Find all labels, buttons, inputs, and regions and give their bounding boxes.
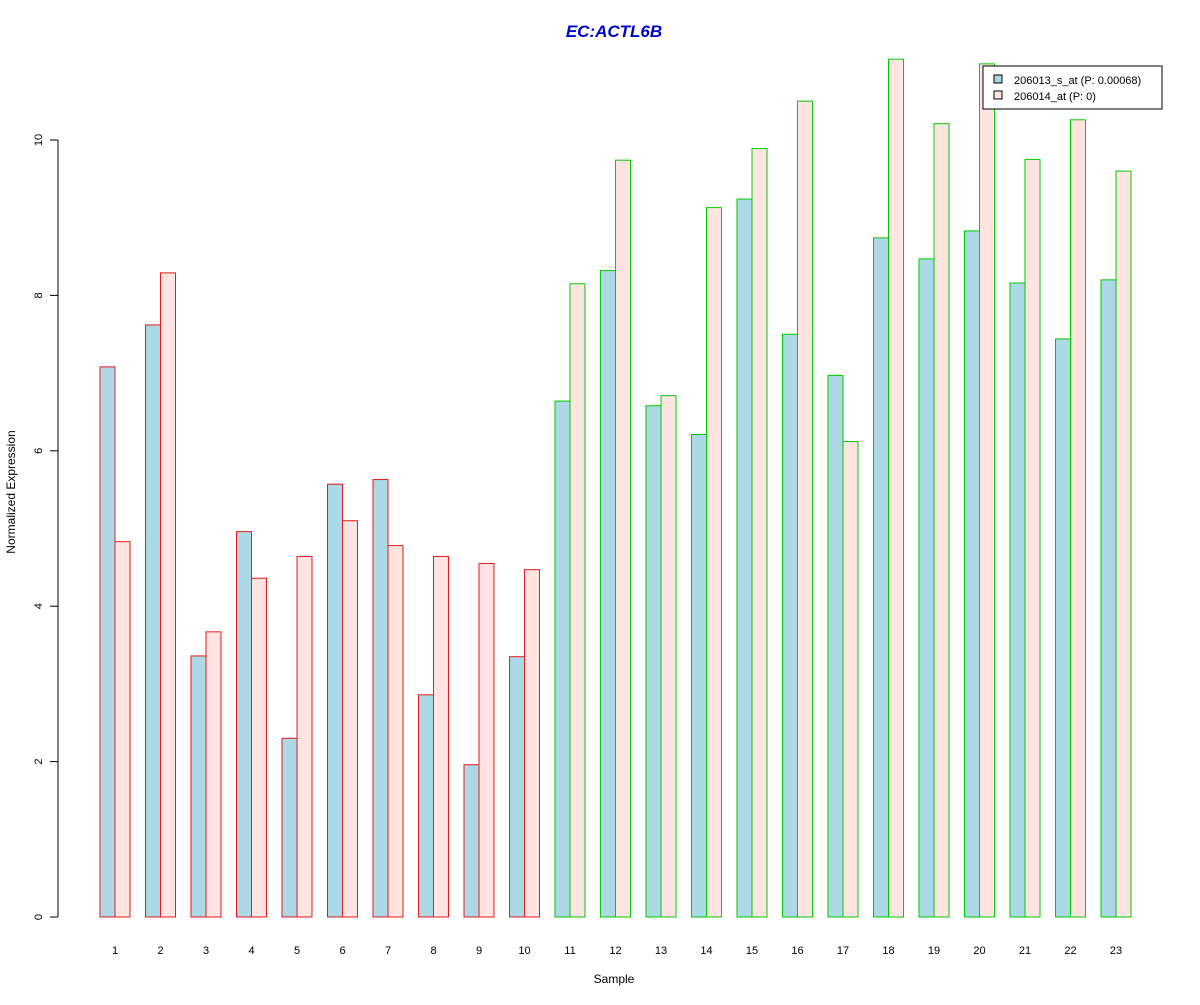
bar-sample-19-series-2	[933, 123, 950, 918]
bar-sample-16-series-1	[782, 333, 798, 918]
bar-sample-13-series-2	[660, 395, 677, 918]
bar-sample-2-series-2	[160, 272, 176, 918]
bar-sample-5-series-1	[281, 737, 298, 918]
bar-sample-4-series-1	[236, 531, 252, 918]
x-tick-label-18: 18	[882, 945, 894, 957]
bar-sample-10-series-2	[524, 569, 540, 918]
x-tick-label-15: 15	[746, 945, 758, 957]
bar-sample-17-series-1	[827, 374, 844, 918]
legend-box	[982, 65, 1163, 110]
bar-sample-23-series-1	[1100, 279, 1117, 918]
bar-sample-20-series-2	[979, 63, 995, 918]
bar-sample-7-series-2	[387, 545, 404, 918]
bar-sample-19-series-1	[918, 258, 935, 918]
x-tick-label-23: 23	[1110, 945, 1122, 957]
bar-sample-10-series-1	[509, 656, 525, 918]
bar-sample-7-series-1	[372, 479, 389, 918]
x-tick-label-19: 19	[928, 945, 940, 957]
x-tick-label-9: 9	[476, 945, 482, 957]
bar-sample-11-series-1	[554, 400, 571, 918]
bar-sample-22-series-2	[1070, 119, 1086, 918]
bar-sample-15-series-1	[736, 198, 753, 918]
bar-sample-12-series-1	[600, 270, 616, 918]
x-tick-labels: 1 2 3 4 5 6 7 8 9 10 11 12 13 14 15 16 17 18 19 20 21 22 23	[112, 945, 1122, 957]
x-tick-label-12: 12	[609, 945, 621, 957]
legend-label-series-1: 206013_s_at (P: 0.00068)	[1014, 75, 1141, 87]
legend-label-series-2: 206014_at (P: 0)	[1014, 91, 1096, 103]
x-tick-label-20: 20	[973, 945, 985, 957]
bars	[99, 58, 1132, 918]
bar-sample-9-series-2	[478, 562, 495, 918]
x-tick-label-2: 2	[157, 945, 163, 957]
x-tick-label-13: 13	[655, 945, 667, 957]
bar-sample-3-series-1	[190, 655, 207, 918]
bar-sample-11-series-2	[569, 283, 586, 918]
x-tick-label-4: 4	[248, 945, 254, 957]
x-axis-label: Sample	[594, 972, 635, 986]
bar-sample-2-series-1	[145, 324, 161, 918]
bar-sample-14-series-2	[706, 207, 722, 918]
bar-sample-22-series-1	[1055, 338, 1071, 918]
x-tick-label-14: 14	[700, 945, 712, 957]
bar-sample-17-series-2	[842, 440, 859, 918]
bar-sample-15-series-2	[751, 148, 768, 918]
y-axis: 0 2 4 6 8 10	[33, 134, 59, 920]
bar-sample-18-series-1	[873, 237, 889, 918]
bar-sample-12-series-2	[615, 159, 631, 918]
y-tick-label: 6	[33, 448, 45, 454]
bar-sample-8-series-1	[418, 694, 434, 918]
chart-title: EC:ACTL6B	[566, 22, 662, 41]
bar-sample-14-series-1	[691, 433, 707, 918]
bar-sample-6-series-2	[342, 520, 358, 918]
bar-sample-1-series-1	[99, 366, 116, 918]
bar-sample-23-series-2	[1115, 170, 1132, 918]
x-tick-label-21: 21	[1019, 945, 1031, 957]
x-tick-label-1: 1	[112, 945, 118, 957]
x-tick-label-3: 3	[203, 945, 209, 957]
bar-sample-21-series-2	[1024, 158, 1041, 918]
y-tick-label: 2	[33, 759, 45, 765]
x-tick-label-5: 5	[294, 945, 300, 957]
bar-sample-5-series-2	[296, 555, 313, 918]
x-tick-label-7: 7	[385, 945, 391, 957]
x-tick-label-17: 17	[837, 945, 849, 957]
x-tick-label-22: 22	[1064, 945, 1076, 957]
y-tick-label: 4	[33, 603, 45, 609]
bar-sample-6-series-1	[327, 483, 343, 918]
bar-sample-20-series-1	[964, 230, 980, 918]
x-tick-label-10: 10	[518, 945, 530, 957]
bar-sample-16-series-2	[797, 100, 813, 918]
bar-sample-9-series-1	[463, 764, 480, 918]
bar-sample-18-series-2	[888, 58, 904, 918]
bar-sample-8-series-2	[433, 555, 449, 918]
x-tick-label-8: 8	[430, 945, 436, 957]
y-tick-label: 8	[33, 292, 45, 298]
bar-sample-3-series-2	[205, 631, 222, 918]
legend-swatch-series-1	[993, 74, 1003, 84]
bar-sample-13-series-1	[645, 405, 662, 918]
bar-sample-1-series-2	[114, 541, 131, 918]
legend-swatch-series-2	[993, 90, 1003, 100]
legend: 206013_s_at (P: 0.00068) 206014_at (P: 0…	[982, 65, 1163, 110]
y-tick-label: 10	[33, 134, 45, 146]
x-tick-label-11: 11	[564, 945, 575, 957]
y-axis-label: Normalized Expression	[4, 430, 18, 553]
y-tick-label: 0	[33, 914, 45, 920]
x-tick-label-6: 6	[339, 945, 345, 957]
x-tick-label-16: 16	[791, 945, 803, 957]
bar-sample-4-series-2	[251, 577, 267, 918]
bar-sample-21-series-1	[1009, 282, 1026, 918]
